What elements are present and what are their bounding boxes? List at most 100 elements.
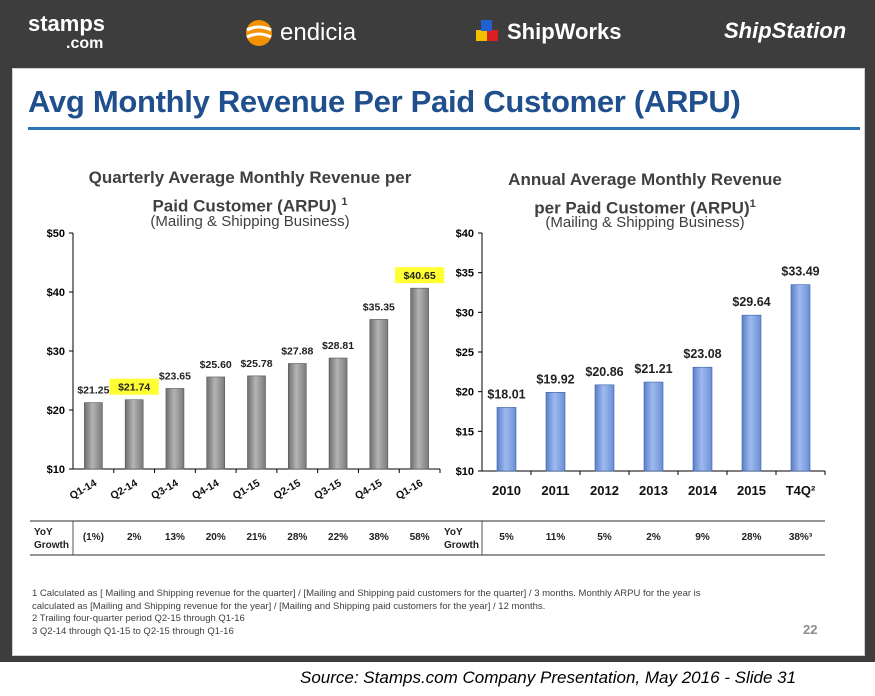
title-divider <box>28 127 860 130</box>
quarterly-yoy-value: 13% <box>165 532 185 543</box>
quarterly-category-label: Q3-14 <box>149 477 180 502</box>
annual-data-label: $21.21 <box>634 362 672 376</box>
shipworks-cubes-icon <box>476 20 498 41</box>
endicia-logo-text: endicia <box>280 19 357 46</box>
annual-data-label: $23.08 <box>683 347 721 361</box>
quarterly-yoy-value: 58% <box>410 532 430 543</box>
annual-category-label: 2013 <box>639 483 668 498</box>
annual-yoy-value: 28% <box>741 532 761 543</box>
quarterly-category-label: Q4-14 <box>190 477 221 502</box>
annual-y-tick-label: $30 <box>456 307 474 319</box>
annual-bar <box>692 366 713 472</box>
annual-category-label: 2015 <box>737 483 766 498</box>
quarterly-y-tick-label: $50 <box>47 228 65 240</box>
footnote-2: 2 Trailing four-quarter period Q2-15 thr… <box>32 613 245 624</box>
annual-chart-subtitle: (Mailing & Shipping Business) <box>545 214 745 231</box>
annual-arpu-chart: $10 $15 $20 $25 $30 $35 $40 $18.01 2010 5% $19.92 2… <box>440 228 826 556</box>
annual-y-tick-label: $15 <box>456 426 474 438</box>
shipworks-logo: ShipWorks <box>474 18 622 46</box>
quarterly-bar <box>247 375 266 470</box>
quarterly-yoy-value: 28% <box>287 532 307 543</box>
quarterly-label-highlight <box>395 267 445 284</box>
quarterly-data-label: $27.88 <box>281 346 313 358</box>
quarterly-yoy-value: (1%) <box>83 532 104 543</box>
footnotes: 1 Calculated as [ Mailing and Shipping r… <box>32 588 792 638</box>
annual-bar <box>741 314 762 472</box>
quarterly-yoy-value: 22% <box>328 532 348 543</box>
endicia-logo: endicia <box>244 18 356 48</box>
quarterly-data-label: $25.60 <box>200 359 232 371</box>
annual-y-tick-label: $10 <box>456 466 474 478</box>
quarterly-yoy-value: 38% <box>369 532 389 543</box>
quarterly-y-tick-label: $30 <box>47 346 65 358</box>
annual-category-label: 2011 <box>541 483 569 498</box>
shipstation-logo-text: ShipStation <box>724 18 847 43</box>
quarterly-category-label: Q3-15 <box>312 477 343 502</box>
quarterly-label-highlight <box>109 378 159 395</box>
quarterly-category-label: Q2-15 <box>272 477 303 502</box>
quarterly-yoy-value: 21% <box>246 532 266 543</box>
slide-number: 22 <box>803 622 818 637</box>
quarterly-bar <box>410 287 429 470</box>
stamps-com-logo: stamps .com <box>28 11 106 54</box>
annual-bar <box>790 284 811 472</box>
quarterly-arpu-chart: $10 $20 $30 $40 $50 $21.25 Q1-14 (1%) $21.74 Q2-1… <box>30 228 445 556</box>
stamps-logo-text: stamps <box>28 11 106 36</box>
slide <box>12 68 865 656</box>
annual-yoy-value: 11% <box>546 532 566 543</box>
annual-title-line1: Annual Average Monthly Revenue <box>508 170 782 189</box>
quarterly-bar <box>84 402 103 470</box>
quarterly-yoy-value: 2% <box>127 532 142 543</box>
quarterly-title-line2: Paid Customer (ARPU) <box>152 196 337 216</box>
quarterly-category-label: Q4-15 <box>353 477 384 502</box>
quarterly-category-label: Q1-16 <box>394 477 425 502</box>
annual-data-label: $18.01 <box>487 387 525 401</box>
quarterly-y-tick-label: $40 <box>47 287 65 299</box>
annual-title-line2: per Paid Customer (ARPU) <box>534 198 750 218</box>
quarterly-data-label: $21.25 <box>77 385 109 397</box>
quarterly-bar <box>124 399 144 470</box>
endicia-globe-icon <box>246 20 272 46</box>
charts-canvas: $10 $20 $30 $40 $50 $21.25 Q1-14 (1%) $21.74 Q2-1… <box>30 228 826 556</box>
quarterly-data-label: $35.35 <box>363 301 395 313</box>
annual-data-label: $20.86 <box>585 365 623 379</box>
quarterly-chart-subtitle: (Mailing & Shipping Business) <box>150 213 350 230</box>
annual-y-tick-label: $25 <box>456 347 474 359</box>
quarterly-data-label: $21.74 <box>118 382 150 394</box>
annual-bar <box>643 381 664 472</box>
annual-yoy-value: 2% <box>646 532 661 543</box>
annual-y-tick-label: $20 <box>456 387 474 399</box>
quarterly-category-label: Q2-14 <box>108 477 139 502</box>
footnote-1-line2: calculated as [Mailing and Shipping reve… <box>32 600 546 612</box>
annual-title-footnote: 1 <box>749 198 756 210</box>
quarterly-data-label: $25.78 <box>240 358 272 370</box>
quarterly-category-label: Q1-15 <box>231 477 262 502</box>
page-title: Avg Monthly Revenue Per Paid Customer (A… <box>28 84 741 119</box>
annual-yoy-value: 5% <box>597 532 612 543</box>
annual-bar <box>545 392 566 472</box>
shipworks-logo-text: ShipWorks <box>507 19 622 44</box>
annual-category-label: 2012 <box>590 483 619 498</box>
annual-yoy-label-line2: Growth <box>444 540 479 551</box>
quarterly-y-tick-label: $10 <box>47 464 65 476</box>
quarterly-data-label: $28.81 <box>322 340 354 352</box>
annual-category-label: T4Q² <box>786 483 816 498</box>
annual-yoy-label-line1: YoY <box>444 527 463 538</box>
annual-y-tick-label: $40 <box>456 228 474 240</box>
annual-category-label: 2010 <box>492 483 521 498</box>
shipstation-logo: ShipStation <box>724 18 846 44</box>
quarterly-chart-title: Quarterly Average Monthly Revenue per Pa… <box>40 166 460 219</box>
quarterly-bar <box>206 376 226 470</box>
annual-data-label: $33.49 <box>781 265 819 279</box>
quarterly-yoy-label-line2: Growth <box>34 540 69 551</box>
quarterly-yoy-label-line1: YoY <box>34 527 53 538</box>
quarterly-yoy-value: 20% <box>206 532 226 543</box>
quarterly-bar <box>328 357 348 470</box>
annual-data-label: $29.64 <box>732 295 770 309</box>
source-caption: Source: Stamps.com Company Presentation,… <box>300 668 797 687</box>
quarterly-data-label: $23.65 <box>159 370 191 382</box>
stamps-logo-sub: .com <box>66 35 104 52</box>
annual-y-tick-label: $35 <box>456 268 474 280</box>
footnote-1-line1: 1 Calculated as [ Mailing and Shipping r… <box>32 588 701 599</box>
quarterly-bar <box>287 363 307 470</box>
